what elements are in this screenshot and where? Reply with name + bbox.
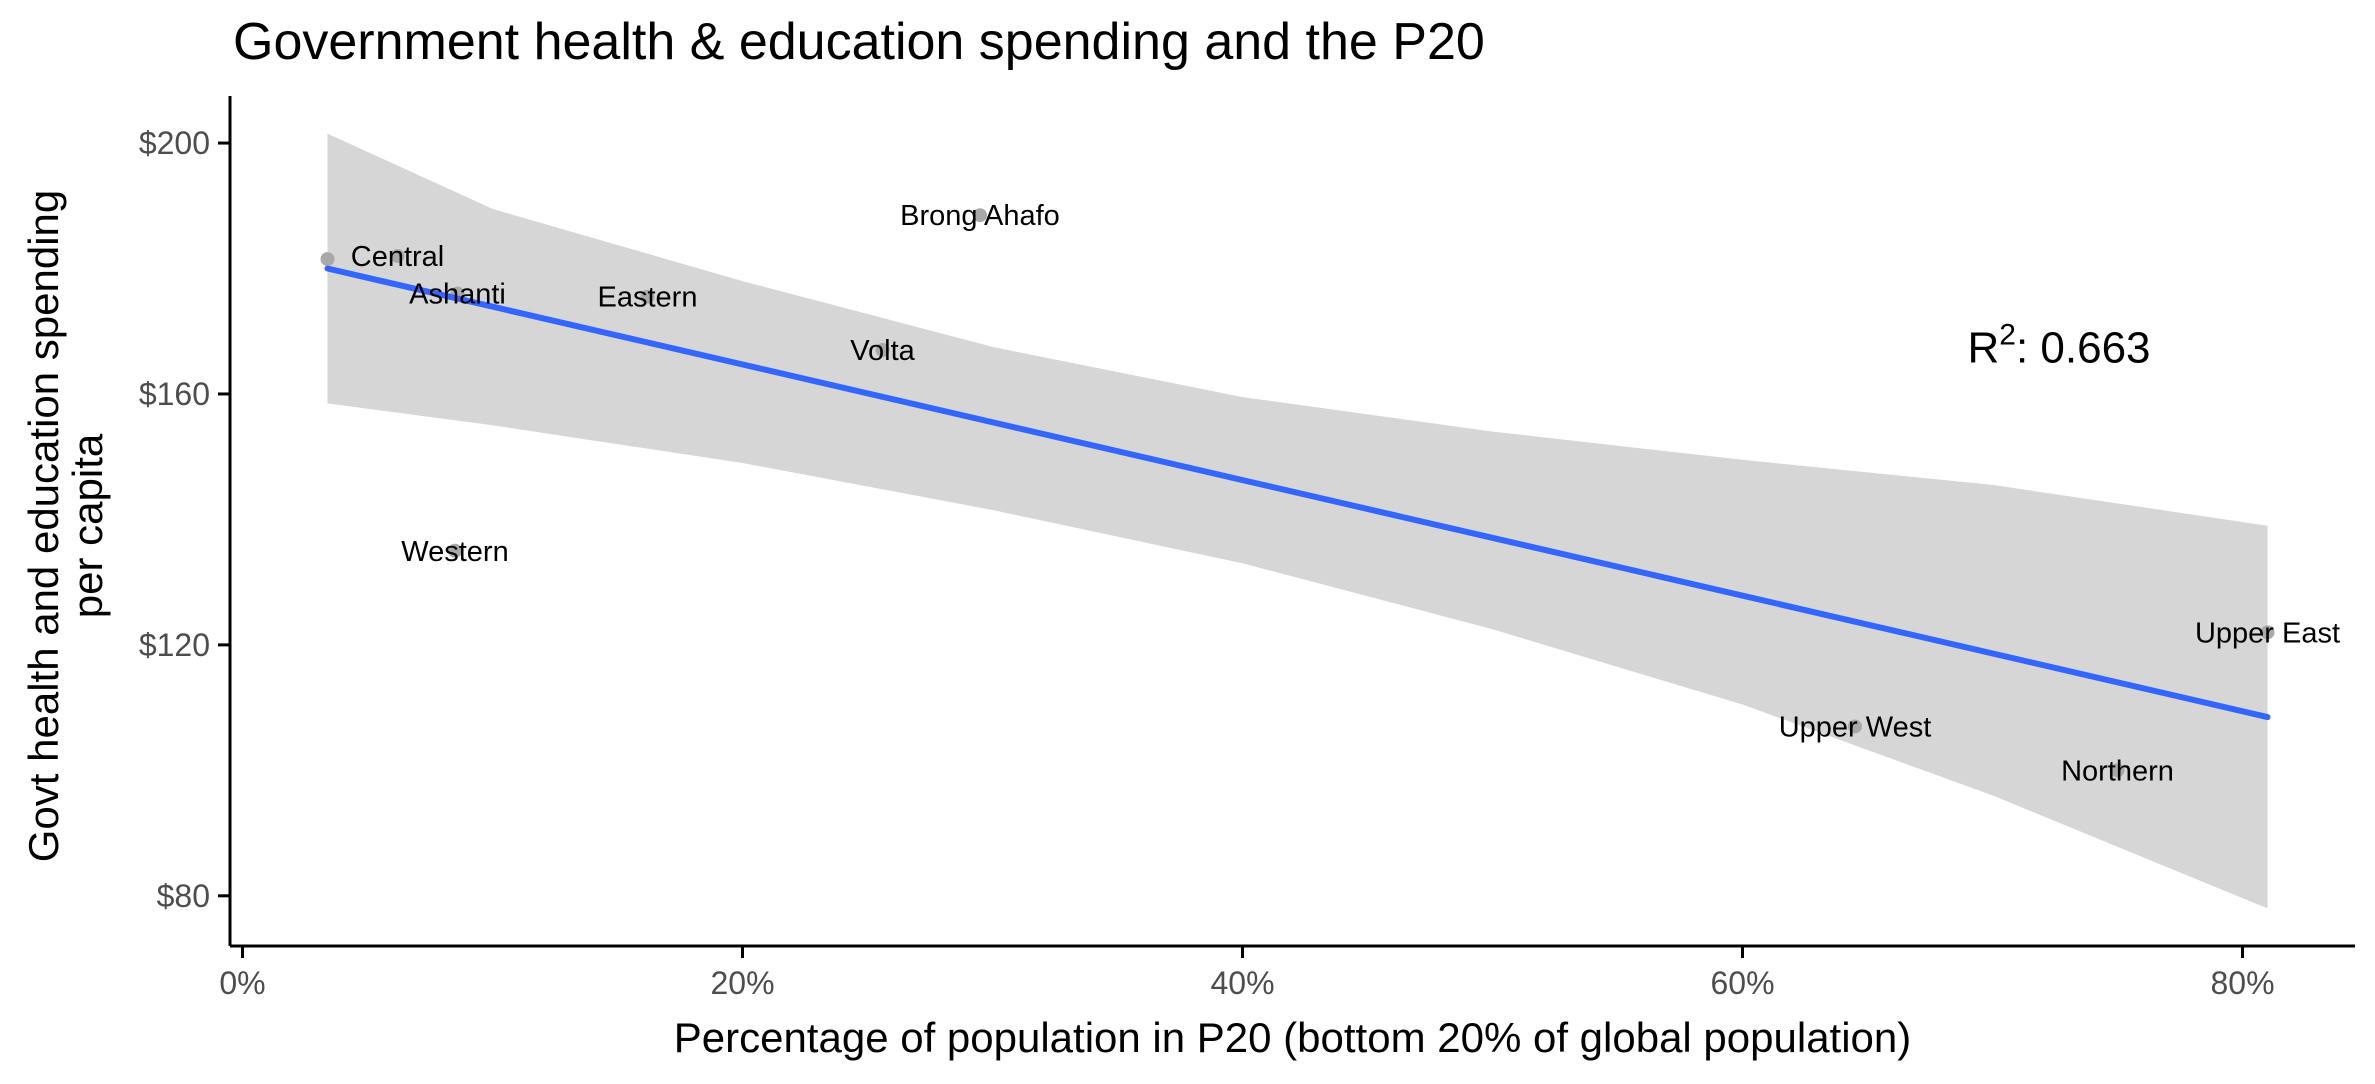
point-label: Northern [2061,755,2174,787]
r-squared-superscript: 2 [1999,319,2016,352]
point-label: Brong Ahafo [900,200,1060,232]
data-point [973,208,987,223]
annotation-layer: R2: 0.663 [1968,319,2151,373]
data-point [448,543,462,558]
x-tick-label: 20% [710,965,774,1001]
trend-line [324,265,2271,721]
data-point [2260,625,2275,640]
x-axis-title: Percentage of population in P20 (bottom … [674,1014,1912,1061]
r-squared-value: : 0.663 [2016,324,2151,373]
y-axis-title: Govt health and education spendingper ca… [20,190,111,863]
r-squared-base: R [1968,324,2000,373]
data-point [1848,719,1862,734]
confidence-band-layer [327,133,2268,909]
y-axis-title-line: Govt health and education spending [20,190,67,863]
point-label: Upper West [1779,711,1932,743]
r-squared-annotation: R2: 0.663 [1968,319,2151,373]
y-tick-label: $120 [139,627,210,663]
x-tick-label: 60% [1710,965,1774,1001]
y-tick-label: $200 [139,125,210,161]
y-axis-title-line: per capita [64,433,111,618]
x-tick-label: 80% [2210,965,2274,1001]
data-point [2110,763,2125,778]
point-label: Upper East [2195,617,2340,649]
point-label: Eastern [598,282,698,314]
data-point [320,252,335,267]
x-tick-label: 40% [1210,965,1274,1001]
x-tick-label: 0% [219,965,265,1001]
data-point [640,289,655,304]
points-layer [320,208,2275,778]
trend-line-layer [324,265,2271,721]
chart-title: Government health & education spending a… [233,13,1485,71]
point-label: Central [351,241,445,273]
point-label: Volta [850,335,915,367]
point-label: Western [401,536,508,568]
point-labels-layer: Brong Ahafo Central Ashanti Eastern Volta Wes… [351,200,2340,787]
y-tick-label: $80 [157,878,210,914]
data-point [875,343,890,358]
point-label: Ashanti [409,279,506,311]
data-point [390,248,405,263]
y-tick-label: $160 [139,376,210,412]
confidence-band [327,133,2268,909]
axes-layer: $80 $120 $160 $200 0% 20% 40% 60% 80% Percentage … [20,96,2355,1061]
